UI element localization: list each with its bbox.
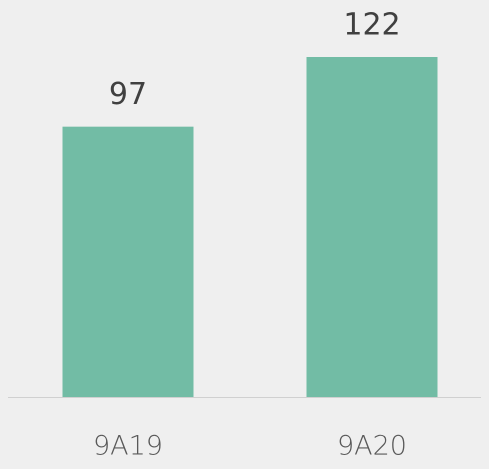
data-label: 122 <box>343 8 400 43</box>
bar <box>306 57 438 397</box>
bar <box>62 126 194 398</box>
data-label: 97 <box>109 77 147 112</box>
x-tick-label: 9A20 <box>337 431 407 462</box>
x-tick-label: 9A19 <box>93 431 163 462</box>
